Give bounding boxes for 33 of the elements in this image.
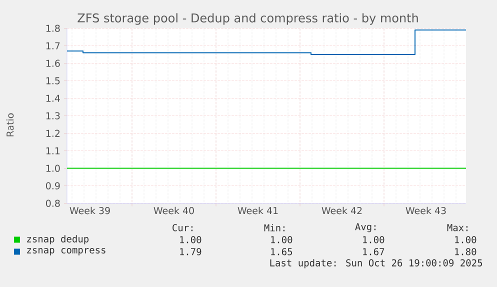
text: 1.65 [271, 248, 292, 256]
y-tick-label: 1.1 [46, 147, 60, 154]
legend-label: zsnap compress [27, 248, 106, 256]
legend-label: zsnap dedup [27, 235, 89, 244]
y-tick-label: 1.8 [46, 24, 60, 32]
text: Max: [447, 224, 468, 232]
y-tick-label: 1.2 [46, 130, 60, 137]
y-tick-label: 1.6 [46, 60, 60, 67]
text: 1.00 [271, 236, 292, 244]
y-tick-label: 1.4 [46, 94, 60, 102]
text: 1.00 [180, 236, 202, 244]
y-tick-label: 1.5 [46, 77, 60, 84]
x-tick-label: Week 42 [322, 206, 362, 214]
text: 1.80 [455, 248, 476, 256]
text: Cur: [172, 224, 193, 232]
y-axis-title: Ratio [6, 113, 14, 136]
text: 1.67 [363, 248, 384, 256]
text: 1.00 [455, 236, 476, 244]
y-tick-label: 0.8 [46, 200, 60, 207]
x-tick-label: Week 39 [70, 206, 110, 214]
x-tick-label: Week 41 [238, 206, 278, 214]
x-tick-label: Week 40 [154, 206, 194, 214]
text: 1.79 [180, 248, 202, 256]
y-tick-label: 1.3 [46, 112, 60, 120]
y-tick-label: 1.0 [46, 164, 60, 172]
text: Min: [264, 224, 285, 232]
text: Last update: Sun Oct 26 19:00:09 2025 [270, 259, 482, 268]
y-tick-label: 1.7 [46, 42, 60, 50]
y-tick-label: 0.9 [46, 182, 60, 190]
text: Avg: [355, 223, 376, 232]
x-tick-label: Week 43 [406, 206, 446, 214]
chart-title: ZFS storage pool - Dedup and compress ratio - by month [78, 13, 418, 25]
text: 1.00 [363, 236, 384, 244]
